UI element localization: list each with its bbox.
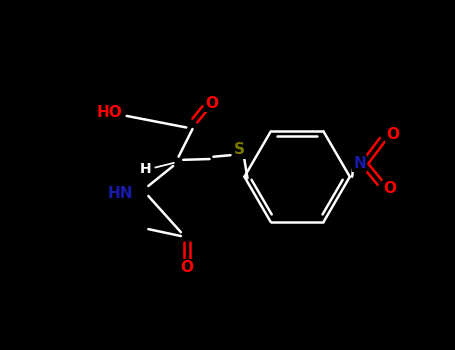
Text: O: O (386, 127, 399, 142)
Text: O: O (181, 260, 193, 275)
Text: O: O (205, 96, 218, 111)
Text: H: H (140, 162, 152, 176)
Text: N: N (354, 156, 366, 171)
Text: HO: HO (97, 105, 122, 120)
Text: O: O (384, 181, 397, 196)
Text: S: S (233, 142, 244, 157)
Text: HN: HN (107, 186, 133, 201)
